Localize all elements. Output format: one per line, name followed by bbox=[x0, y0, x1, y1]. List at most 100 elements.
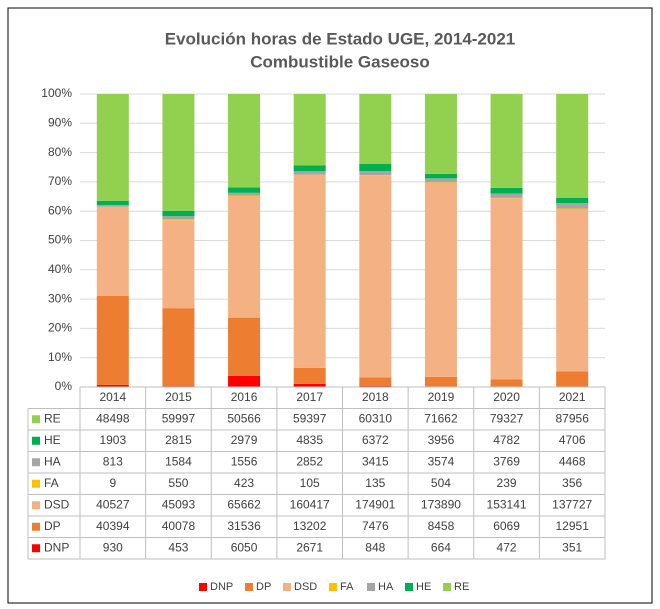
table-cell: 550 bbox=[168, 476, 188, 490]
legend-marker bbox=[329, 583, 337, 591]
y-tick-label: 50% bbox=[48, 233, 72, 247]
bar-segment bbox=[490, 193, 523, 198]
table-cell: 504 bbox=[431, 476, 451, 490]
bar-segment bbox=[293, 383, 326, 387]
bar-segment bbox=[424, 376, 457, 387]
legend-marker bbox=[245, 583, 253, 591]
table-cell: 31536 bbox=[227, 519, 261, 533]
table-cell: 174901 bbox=[355, 497, 395, 511]
table-cell: 930 bbox=[103, 540, 123, 554]
bar-segment bbox=[490, 198, 523, 380]
table-cell: 2852 bbox=[296, 454, 323, 468]
y-tick-label: 10% bbox=[48, 350, 72, 364]
table-cell: 6069 bbox=[493, 519, 520, 533]
legend-marker bbox=[405, 583, 413, 591]
table-cell: 351 bbox=[562, 540, 582, 554]
table-cell: 1903 bbox=[99, 433, 126, 447]
table-cell: 79327 bbox=[490, 411, 524, 425]
legend-label: DNP bbox=[210, 581, 233, 593]
bar-segment bbox=[424, 178, 457, 183]
bar-segment bbox=[96, 94, 129, 201]
table-legend-key bbox=[32, 544, 40, 553]
y-tick-label: 20% bbox=[48, 321, 72, 335]
x-tick-label: 2014 bbox=[99, 390, 126, 404]
legend-marker bbox=[283, 583, 291, 591]
bar-segment bbox=[556, 208, 589, 372]
bar-segment bbox=[96, 200, 129, 205]
bar-segment bbox=[359, 163, 392, 172]
bar-segment bbox=[293, 367, 326, 384]
table-cell: 6372 bbox=[362, 433, 389, 447]
x-tick-label: 2018 bbox=[362, 390, 389, 404]
legend-label: FA bbox=[340, 581, 354, 593]
table-cell: 472 bbox=[497, 540, 517, 554]
table-legend-key bbox=[32, 458, 40, 467]
bar-segment bbox=[490, 94, 523, 188]
table-row-header: RE bbox=[44, 411, 61, 425]
table-cell: 356 bbox=[562, 476, 582, 490]
bar-segment bbox=[162, 308, 195, 387]
bar-segment bbox=[359, 171, 392, 176]
table-cell: 3574 bbox=[428, 454, 455, 468]
y-tick-label: 80% bbox=[48, 145, 72, 159]
x-tick-label: 2017 bbox=[296, 390, 323, 404]
table-cell: 105 bbox=[300, 476, 320, 490]
bar-segment bbox=[228, 375, 261, 387]
table-cell: 87956 bbox=[556, 411, 590, 425]
table-cell: 48498 bbox=[96, 411, 130, 425]
x-tick-label: 2020 bbox=[493, 390, 520, 404]
y-tick-label: 60% bbox=[48, 203, 72, 217]
bar-segment bbox=[228, 187, 261, 193]
bar-segment bbox=[556, 197, 589, 204]
x-tick-label: 2015 bbox=[165, 390, 192, 404]
x-tick-label: 2019 bbox=[428, 390, 455, 404]
table-row-header: DSD bbox=[44, 497, 70, 511]
bar-segment bbox=[228, 192, 261, 196]
chart-title: Evolución horas de Estado UGE, 2014-2021 bbox=[165, 29, 516, 48]
x-tick-label: 2021 bbox=[559, 390, 586, 404]
table-cell: 813 bbox=[103, 454, 123, 468]
table-cell: 45093 bbox=[162, 497, 196, 511]
chart-subtitle: Combustible Gaseoso bbox=[250, 52, 429, 71]
table-cell: 1584 bbox=[165, 454, 192, 468]
table-cell: 71662 bbox=[424, 411, 458, 425]
bar-segment bbox=[96, 204, 129, 207]
bar-segment bbox=[96, 296, 129, 385]
bar-segment bbox=[228, 94, 261, 188]
legend-label: HE bbox=[416, 581, 431, 593]
table-cell: 423 bbox=[234, 476, 254, 490]
bar-segment bbox=[162, 216, 195, 220]
bar-segment bbox=[162, 219, 195, 221]
table-row-header: FA bbox=[44, 476, 59, 490]
y-tick-label: 0% bbox=[55, 379, 73, 393]
table-cell: 160417 bbox=[290, 497, 330, 511]
table-cell: 3415 bbox=[362, 454, 389, 468]
bar-segment bbox=[359, 377, 392, 387]
table-cell: 40078 bbox=[162, 519, 196, 533]
table-row-header: DNP bbox=[44, 540, 69, 554]
bar-segment bbox=[293, 174, 326, 368]
bar-segment bbox=[556, 94, 589, 198]
table-cell: 137727 bbox=[552, 497, 592, 511]
table-cell: 173890 bbox=[421, 497, 461, 511]
table-row-header: DP bbox=[44, 519, 61, 533]
legend-marker bbox=[199, 583, 207, 591]
table-cell: 239 bbox=[497, 476, 517, 490]
table-cell: 453 bbox=[168, 540, 188, 554]
y-tick-label: 30% bbox=[48, 291, 72, 305]
table-cell: 153141 bbox=[487, 497, 527, 511]
table-cell: 40394 bbox=[96, 519, 130, 533]
table-cell: 59997 bbox=[162, 411, 196, 425]
legend-marker bbox=[367, 583, 375, 591]
table-cell: 4706 bbox=[559, 433, 586, 447]
table-cell: 8458 bbox=[428, 519, 455, 533]
table-cell: 2815 bbox=[165, 433, 192, 447]
bar-segment bbox=[359, 94, 392, 164]
table-cell: 2671 bbox=[296, 540, 323, 554]
table-cell: 7476 bbox=[362, 519, 389, 533]
bar-segment bbox=[293, 94, 326, 166]
table-cell: 12951 bbox=[556, 519, 590, 533]
table-legend-key bbox=[32, 522, 40, 531]
table-cell: 3769 bbox=[493, 454, 520, 468]
table-legend-key bbox=[32, 415, 40, 424]
